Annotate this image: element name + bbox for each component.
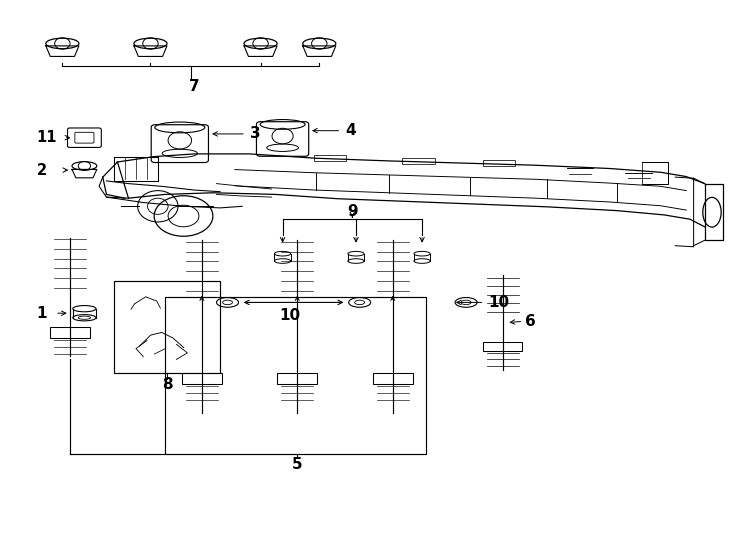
Bar <box>50 327 90 338</box>
Text: 11: 11 <box>37 130 57 145</box>
Text: 3: 3 <box>250 126 260 141</box>
Bar <box>114 281 220 373</box>
Text: 10: 10 <box>280 308 300 323</box>
Text: 1: 1 <box>37 306 47 321</box>
Bar <box>277 373 318 384</box>
Bar <box>314 155 346 161</box>
Text: 2: 2 <box>37 163 47 178</box>
Text: 7: 7 <box>189 79 200 94</box>
Text: 8: 8 <box>161 377 172 392</box>
Bar <box>483 160 515 166</box>
Bar <box>165 297 426 454</box>
Text: 9: 9 <box>347 204 357 219</box>
Bar <box>402 158 435 164</box>
Text: 6: 6 <box>525 314 536 329</box>
Text: 4: 4 <box>345 123 355 138</box>
Bar <box>373 373 413 384</box>
Bar <box>182 373 222 384</box>
Text: 10: 10 <box>488 295 509 310</box>
Text: 5: 5 <box>292 457 302 472</box>
Bar <box>484 342 522 351</box>
